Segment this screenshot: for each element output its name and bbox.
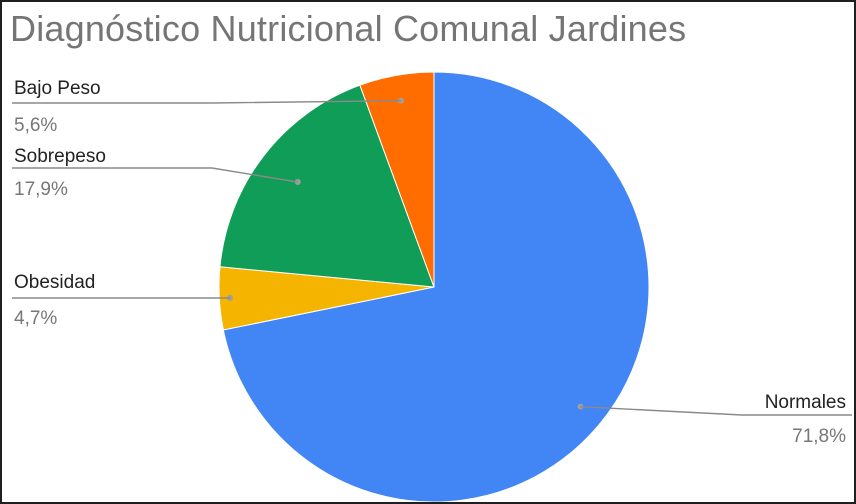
pie-slice-normales [222,71,650,502]
slice-label-sobrepeso: Sobrepeso [14,146,106,167]
leader-line-sobrepeso [12,167,298,183]
slice-value-sobrepeso: 17,9% [14,179,68,200]
pie-slice-bajo-peso [359,71,435,288]
slice-value-obesidad: 4,7% [14,308,57,329]
pie-slice-sobrepeso [219,84,435,288]
slice-label-obesidad: Obesidad [14,272,95,293]
slice-value-bajo-peso: 5,6% [14,115,57,136]
chart-title: Diagnóstico Nutricional Comunal Jardines [10,8,687,49]
slice-labels: Normales 71,8% Obesidad 4,7% Sobrepeso 17,9% B… [14,78,846,447]
slice-value-normales: 71,8% [792,426,846,447]
leader-lines [12,97,852,416]
leader-line-normales [580,405,852,416]
leader-line-bajo-peso [12,100,401,104]
slice-label-bajo-peso: Bajo Peso [14,78,101,99]
slice-label-normales: Normales [765,392,846,413]
pie-slices [218,71,650,502]
